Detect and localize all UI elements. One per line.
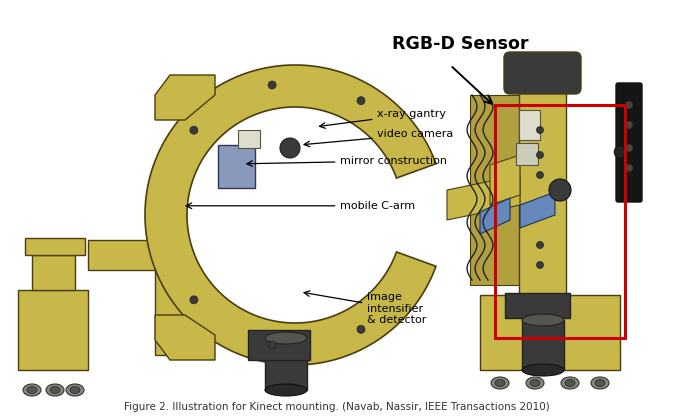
Polygon shape <box>155 75 215 120</box>
FancyBboxPatch shape <box>504 52 581 94</box>
Ellipse shape <box>190 126 198 134</box>
Polygon shape <box>516 143 538 165</box>
Text: video camera: video camera <box>304 129 454 147</box>
Ellipse shape <box>50 386 60 394</box>
Ellipse shape <box>357 97 365 105</box>
Ellipse shape <box>265 332 307 344</box>
Ellipse shape <box>280 138 300 158</box>
Ellipse shape <box>522 314 564 326</box>
Polygon shape <box>520 192 555 228</box>
Ellipse shape <box>537 262 543 268</box>
Ellipse shape <box>526 377 544 389</box>
Ellipse shape <box>530 380 540 386</box>
Bar <box>522 320 564 370</box>
Text: image
intensifier
& detector: image intensifier & detector <box>304 291 427 326</box>
Ellipse shape <box>265 384 307 396</box>
Bar <box>265 338 307 390</box>
Ellipse shape <box>625 101 633 109</box>
Polygon shape <box>447 175 520 220</box>
Polygon shape <box>480 198 510 234</box>
Ellipse shape <box>70 386 80 394</box>
Ellipse shape <box>190 296 198 304</box>
Ellipse shape <box>595 380 605 386</box>
Ellipse shape <box>495 380 505 386</box>
Ellipse shape <box>268 81 276 89</box>
Ellipse shape <box>27 386 37 394</box>
Ellipse shape <box>537 152 543 158</box>
Polygon shape <box>248 330 310 360</box>
Polygon shape <box>490 155 520 205</box>
Ellipse shape <box>268 341 276 349</box>
FancyBboxPatch shape <box>616 83 642 202</box>
Ellipse shape <box>625 164 633 172</box>
Ellipse shape <box>614 146 626 158</box>
Polygon shape <box>18 290 88 370</box>
Polygon shape <box>480 295 620 370</box>
Polygon shape <box>32 255 75 290</box>
Ellipse shape <box>565 380 575 386</box>
Polygon shape <box>519 110 540 140</box>
Polygon shape <box>145 65 436 365</box>
Ellipse shape <box>625 121 633 129</box>
Ellipse shape <box>561 377 579 389</box>
Text: x-ray gantry: x-ray gantry <box>319 109 446 129</box>
Ellipse shape <box>66 384 84 396</box>
Polygon shape <box>155 238 185 355</box>
Text: Figure 2. Illustration for Kinect mounting. (Navab, Nassir, IEEE Transactions 20: Figure 2. Illustration for Kinect mounti… <box>124 402 550 412</box>
Polygon shape <box>25 238 85 255</box>
Text: mobile C-arm: mobile C-arm <box>186 201 415 211</box>
Ellipse shape <box>491 377 509 389</box>
Polygon shape <box>218 145 255 188</box>
Ellipse shape <box>625 144 633 152</box>
Ellipse shape <box>591 377 609 389</box>
Text: RGB-D Sensor: RGB-D Sensor <box>392 35 529 53</box>
Text: mirror construction: mirror construction <box>247 156 448 166</box>
Polygon shape <box>505 293 570 318</box>
Polygon shape <box>88 240 170 270</box>
Ellipse shape <box>537 126 543 134</box>
Ellipse shape <box>46 384 64 396</box>
Ellipse shape <box>357 326 365 333</box>
Polygon shape <box>519 80 566 295</box>
Polygon shape <box>155 315 215 360</box>
Ellipse shape <box>23 384 41 396</box>
Ellipse shape <box>522 364 564 376</box>
Polygon shape <box>238 130 260 148</box>
Ellipse shape <box>549 179 571 201</box>
Ellipse shape <box>537 241 543 249</box>
Ellipse shape <box>537 171 543 178</box>
Bar <box>495 105 625 338</box>
Polygon shape <box>470 95 522 285</box>
